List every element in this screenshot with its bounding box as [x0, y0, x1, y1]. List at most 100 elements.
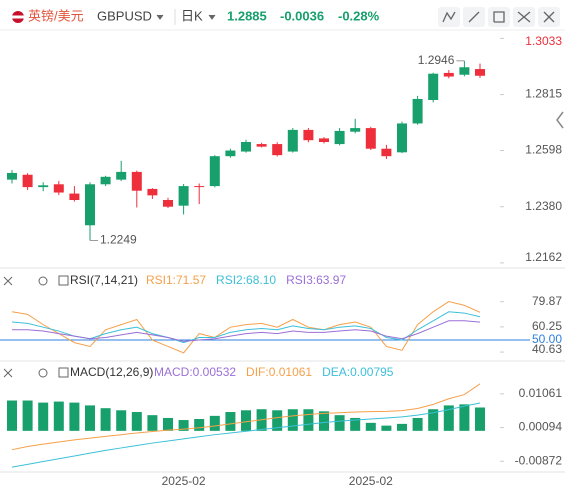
tool-icon	[493, 11, 505, 23]
y-tick-label: 60.25	[532, 319, 562, 333]
candle-body	[241, 142, 251, 152]
flag-icon	[12, 15, 24, 19]
candle-body	[428, 73, 439, 100]
x-tick-label: 2025-02	[349, 474, 393, 488]
legend-entry: DEA:0.00795	[322, 365, 394, 379]
candle-body	[147, 188, 158, 196]
rsi-header	[3, 275, 69, 286]
close-icon[interactable]	[3, 276, 13, 286]
y-tick-label: 50.00	[532, 332, 562, 346]
y-tick-label: 1.2598	[525, 143, 562, 157]
candle-body	[334, 130, 345, 145]
legend-entry: RSI3:63.97	[286, 273, 346, 287]
histogram-bar	[53, 401, 64, 431]
indicator-title: RSI(7,14,21)	[70, 273, 138, 287]
histogram-bar	[116, 410, 127, 431]
candle-body	[256, 144, 267, 147]
candle-body	[69, 193, 80, 201]
period[interactable]: 日K	[181, 8, 203, 23]
candle-body	[85, 184, 95, 226]
candle-body	[163, 200, 173, 207]
candle-body	[272, 144, 283, 156]
indicator-line	[12, 320, 481, 342]
indicator-title: MACD(12,26,9)	[70, 365, 153, 379]
y-tick-label: 0.00094	[519, 420, 563, 434]
y-tick-label: 1.3033	[525, 34, 562, 48]
dropdown-arrow	[208, 14, 216, 20]
histogram-bar	[412, 417, 423, 431]
collapse-button[interactable]	[556, 111, 564, 129]
low-annotation: 1.2249	[100, 233, 137, 247]
histogram-bar	[381, 425, 392, 431]
legend-entry: RSI1:71.57	[146, 273, 206, 287]
histogram-bar	[272, 410, 283, 431]
high-annotation: 1.2946	[418, 53, 455, 67]
candle-body	[194, 186, 205, 188]
y-tick-label: 1.2380	[525, 199, 562, 213]
candle-body	[178, 186, 189, 206]
candle-body	[459, 67, 470, 75]
histogram-bar	[303, 409, 314, 431]
candle-body	[412, 98, 423, 124]
y-tick-label: -0.00872	[515, 453, 563, 467]
histogram-bar	[225, 412, 236, 431]
histogram-bar	[100, 408, 111, 431]
candle-body	[365, 128, 376, 149]
candle-body	[38, 185, 49, 188]
legend-entry: DIF:0.01061	[246, 365, 312, 379]
candle-body	[303, 129, 314, 141]
x-tick-label: 2025-02	[162, 474, 206, 488]
histogram-bar	[69, 402, 80, 431]
candle-body	[22, 174, 33, 188]
y-tick-label: 79.87	[532, 294, 562, 308]
histogram-bar	[194, 419, 205, 431]
price: 1.2885	[227, 8, 267, 23]
indicator-icon	[58, 275, 69, 286]
histogram-bar	[131, 412, 142, 431]
tool-button[interactable]	[488, 7, 510, 27]
candle-body	[381, 148, 392, 157]
histogram-bar	[365, 422, 376, 431]
y-tick-label: 1.2162	[525, 250, 562, 264]
candle-body	[225, 150, 236, 157]
histogram-bar	[178, 420, 189, 431]
close-icon[interactable]	[3, 368, 13, 378]
y-tick-label: 0.01061	[519, 386, 563, 400]
histogram-bar	[163, 417, 173, 431]
histogram-bar	[7, 400, 17, 431]
tool-icon	[543, 11, 555, 23]
histogram-bar	[475, 407, 485, 431]
candle-body	[53, 184, 64, 193]
histogram-bar	[85, 405, 95, 431]
candle-body	[100, 176, 111, 185]
header: 英镑/美元 GBPUSD 日K 1.2885 -0.0036 -0.28%	[12, 7, 560, 27]
histogram-bar	[443, 405, 454, 431]
indicator-icon	[58, 367, 69, 378]
instrument-name: 英镑/美元	[28, 8, 84, 23]
histogram-bar	[22, 400, 33, 431]
histogram-bar	[287, 409, 298, 431]
indicator-line	[11, 300, 481, 354]
candle-body	[443, 72, 454, 77]
indicator-line	[11, 383, 481, 451]
candle-body	[397, 123, 407, 153]
histogram-bar	[334, 415, 345, 431]
histogram-bar	[209, 415, 220, 431]
candle-body	[209, 156, 220, 187]
y-tick-label: 40.63	[532, 342, 562, 356]
change-pct: -0.28%	[338, 8, 380, 23]
histogram-bar	[241, 410, 251, 431]
settings-icon[interactable]	[38, 276, 48, 286]
histogram-bar	[147, 415, 158, 431]
candle-body	[287, 129, 298, 152]
candle-body	[350, 128, 361, 132]
macd-header	[3, 367, 69, 378]
candle-body	[319, 138, 329, 143]
settings-icon[interactable]	[38, 368, 48, 378]
y-tick-label: 1.2815	[525, 87, 562, 101]
legend-entry: RSI2:68.10	[216, 273, 276, 287]
legend-entry: MACD:0.00532	[154, 365, 236, 379]
candle-body	[475, 69, 485, 76]
tool-icon	[517, 11, 531, 23]
symbol[interactable]: GBPUSD	[97, 8, 152, 23]
